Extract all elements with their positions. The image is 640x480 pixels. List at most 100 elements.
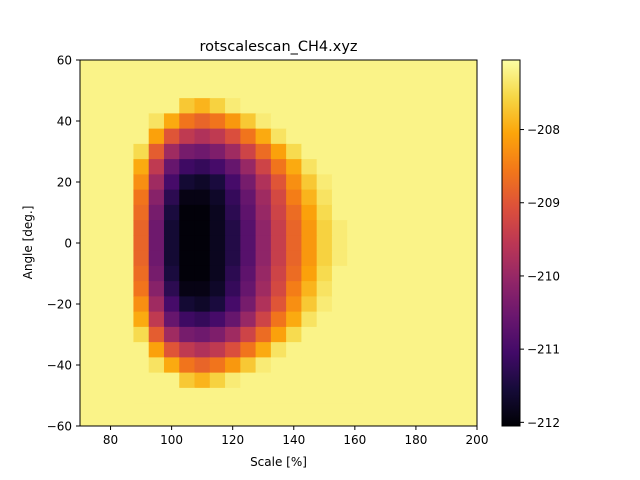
heatmap-cell	[163, 128, 180, 145]
heatmap-cell	[194, 326, 211, 343]
heatmap-cell	[255, 143, 272, 160]
heatmap-cell	[225, 235, 241, 252]
heatmap-cell	[240, 113, 257, 130]
heatmap-cell	[301, 189, 318, 206]
heatmap-cell	[179, 235, 196, 252]
heatmap-cell	[148, 311, 165, 328]
heatmap-cell	[316, 189, 333, 206]
heatmap-cell	[240, 342, 257, 358]
heatmap-cell	[225, 357, 241, 374]
heatmap-cell	[331, 372, 348, 389]
heatmap-cell	[163, 82, 180, 99]
heatmap-cell	[286, 372, 302, 389]
y-tick-label: 0	[64, 237, 72, 251]
heatmap-cell	[316, 265, 333, 282]
heatmap-cell	[179, 296, 196, 313]
heatmap-cell	[179, 265, 196, 282]
heatmap-cell	[255, 189, 272, 206]
x-tick-label: 80	[103, 433, 118, 447]
x-tick-label: 140	[282, 433, 305, 447]
heatmap-cell	[133, 342, 150, 358]
heatmap-cell	[163, 204, 180, 221]
heatmap-cell	[133, 326, 150, 343]
heatmap-cell	[347, 250, 364, 267]
heatmap-cell	[331, 220, 348, 236]
heatmap-cell	[301, 143, 318, 160]
heatmap-cell	[255, 128, 272, 145]
heatmap-cell	[209, 159, 226, 175]
heatmap-cell	[286, 250, 302, 267]
heatmap-cell	[316, 326, 333, 343]
heatmap-cell	[270, 235, 287, 252]
heatmap-cell	[240, 357, 257, 374]
heatmap-cell	[270, 357, 287, 374]
heatmap-cell	[270, 204, 287, 221]
heatmap-cell	[133, 204, 150, 221]
x-tick-label: 200	[466, 433, 489, 447]
heatmap-cell	[331, 311, 348, 328]
heatmap-cell	[347, 98, 364, 114]
heatmap-cell	[179, 281, 196, 297]
heatmap-cell	[316, 220, 333, 236]
heatmap-cell	[163, 250, 180, 267]
heatmap-cell	[347, 342, 364, 358]
heatmap-cell	[179, 387, 196, 404]
heatmap-cell	[148, 342, 165, 358]
heatmap-cell	[148, 174, 165, 191]
heatmap-cell	[133, 296, 150, 313]
heatmap-cell	[179, 98, 196, 114]
heatmap-cell	[270, 387, 287, 404]
heatmap-cell	[225, 113, 241, 130]
heatmap-cell	[286, 281, 302, 297]
heatmap-cell	[316, 128, 333, 145]
heatmap-cell	[270, 220, 287, 236]
heatmap-cell	[240, 143, 257, 160]
heatmap-cells	[133, 82, 364, 404]
heatmap-cell	[270, 189, 287, 206]
heatmap-cell	[301, 311, 318, 328]
heatmap-cell	[194, 98, 211, 114]
heatmap-cell	[179, 128, 196, 145]
heatmap-cell	[209, 143, 226, 160]
heatmap-cell	[286, 265, 302, 282]
heatmap-cell	[133, 265, 150, 282]
heatmap-cell	[133, 189, 150, 206]
heatmap-cell	[148, 189, 165, 206]
heatmap-cell	[331, 113, 348, 130]
heatmap-cell	[286, 326, 302, 343]
heatmap-cell	[240, 98, 257, 114]
y-axis-label: Angle [deg.]	[21, 206, 35, 280]
heatmap-cell	[301, 174, 318, 191]
heatmap-cell	[270, 159, 287, 175]
heatmap-cell	[270, 296, 287, 313]
heatmap-cell	[133, 159, 150, 175]
heatmap-cell	[148, 265, 165, 282]
heatmap-cell	[301, 296, 318, 313]
heatmap-cell	[270, 265, 287, 282]
heatmap-cell	[209, 296, 226, 313]
heatmap-cell	[225, 281, 241, 297]
heatmap-cell	[255, 387, 272, 404]
heatmap-cell	[255, 235, 272, 252]
heatmap-cell	[255, 342, 272, 358]
colorbar: −212 −211 −210 −209 −208	[501, 59, 560, 430]
heatmap-cell	[347, 159, 364, 175]
heatmap-cell	[209, 82, 226, 99]
heatmap-cell	[286, 174, 302, 191]
heatmap-cell	[194, 250, 211, 267]
heatmap-cell	[270, 82, 287, 99]
heatmap-cell	[209, 265, 226, 282]
heatmap-cell	[331, 82, 348, 99]
heatmap-cell	[225, 220, 241, 236]
heatmap-cell	[240, 174, 257, 191]
y-tick-label: 20	[57, 176, 72, 190]
heatmap-cell	[225, 98, 241, 114]
heatmap-cell	[347, 357, 364, 374]
heatmap-cell	[301, 82, 318, 99]
heatmap-cell	[286, 387, 302, 404]
heatmap-cell	[347, 82, 364, 99]
heatmap-cell	[163, 326, 180, 343]
heatmap-cell	[240, 220, 257, 236]
heatmap-cell	[286, 128, 302, 145]
heatmap-cell	[225, 250, 241, 267]
